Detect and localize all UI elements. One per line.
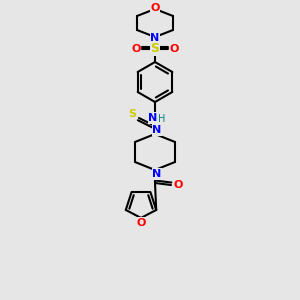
Text: N: N [150, 33, 160, 43]
Text: N: N [148, 113, 158, 123]
Text: N: N [148, 113, 158, 123]
Text: H: H [158, 114, 166, 124]
Text: O: O [169, 44, 179, 54]
Text: O: O [150, 3, 160, 13]
Text: H: H [158, 114, 166, 124]
Text: S: S [151, 43, 160, 56]
Text: N: N [150, 33, 160, 43]
Text: O: O [173, 180, 183, 190]
Text: N: N [152, 125, 162, 135]
Text: O: O [150, 3, 160, 13]
Text: O: O [136, 218, 146, 228]
Text: O: O [131, 44, 141, 54]
Text: O: O [131, 44, 141, 54]
Text: O: O [173, 180, 183, 190]
Text: S: S [128, 109, 136, 119]
Text: S: S [128, 109, 136, 119]
Text: N: N [152, 169, 162, 179]
Text: O: O [169, 44, 179, 54]
Text: N: N [152, 169, 162, 179]
Text: S: S [151, 43, 160, 56]
Text: N: N [152, 125, 162, 135]
Text: O: O [136, 218, 146, 228]
